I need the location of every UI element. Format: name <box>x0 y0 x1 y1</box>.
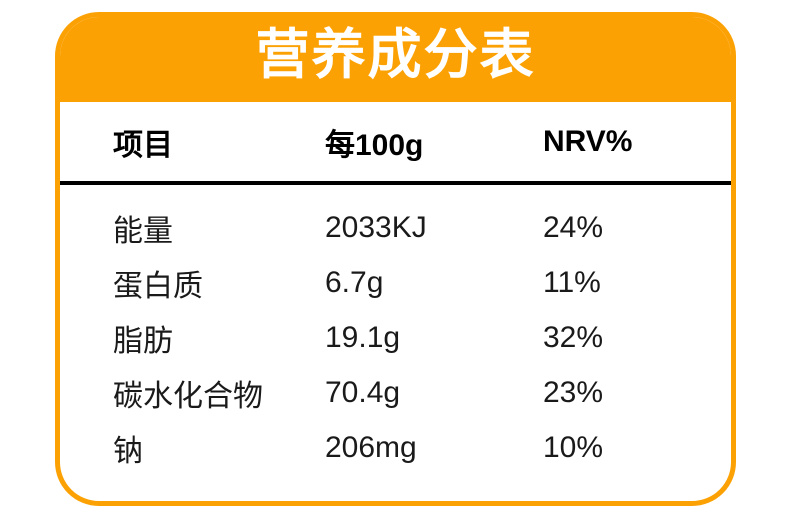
row-per100g-value: 70.4g <box>325 375 401 409</box>
table-body: 能量 2033KJ 24% 蛋白质 6.7g 11% 脂肪 19.1g 32% … <box>60 185 731 475</box>
row-nrv-value: 32% <box>543 320 604 354</box>
row-per100g-value: 2033KJ <box>325 210 427 244</box>
table-row-fat: 脂肪 19.1g 32% <box>60 310 731 365</box>
row-per100g-value: 206mg <box>325 430 417 464</box>
table-row-sodium: 钠 206mg 10% <box>60 420 731 475</box>
header-item: 项目 <box>113 128 173 162</box>
row-item-label: 碳水化合物 <box>113 379 263 413</box>
table-header-row: 项目 每100g NRV% <box>60 102 731 181</box>
page-title: 营养成分表 <box>255 25 536 85</box>
header-per100g: 每100g <box>325 128 424 162</box>
row-item-label: 脂肪 <box>113 324 173 358</box>
card-header-band: 营养成分表 <box>60 17 731 102</box>
row-nrv-value: 23% <box>543 375 604 409</box>
header-nrv: NRV% <box>543 124 633 158</box>
row-nrv-value: 11% <box>543 265 601 299</box>
nutrition-card: 营养成分表 项目 每100g NRV% 能量 2033KJ 24% 蛋白质 6.… <box>55 12 736 506</box>
row-nrv-value: 10% <box>543 430 604 464</box>
table-row-carbohydrate: 碳水化合物 70.4g 23% <box>60 365 731 420</box>
table-row-protein: 蛋白质 6.7g 11% <box>60 255 731 310</box>
table-row-energy: 能量 2033KJ 24% <box>60 200 731 255</box>
row-item-label: 能量 <box>113 214 173 248</box>
row-nrv-value: 24% <box>543 210 604 244</box>
row-item-label: 蛋白质 <box>113 269 203 303</box>
row-per100g-value: 6.7g <box>325 265 384 299</box>
row-per100g-value: 19.1g <box>325 320 401 354</box>
header-divider-line <box>60 181 731 185</box>
row-item-label: 钠 <box>113 434 143 468</box>
